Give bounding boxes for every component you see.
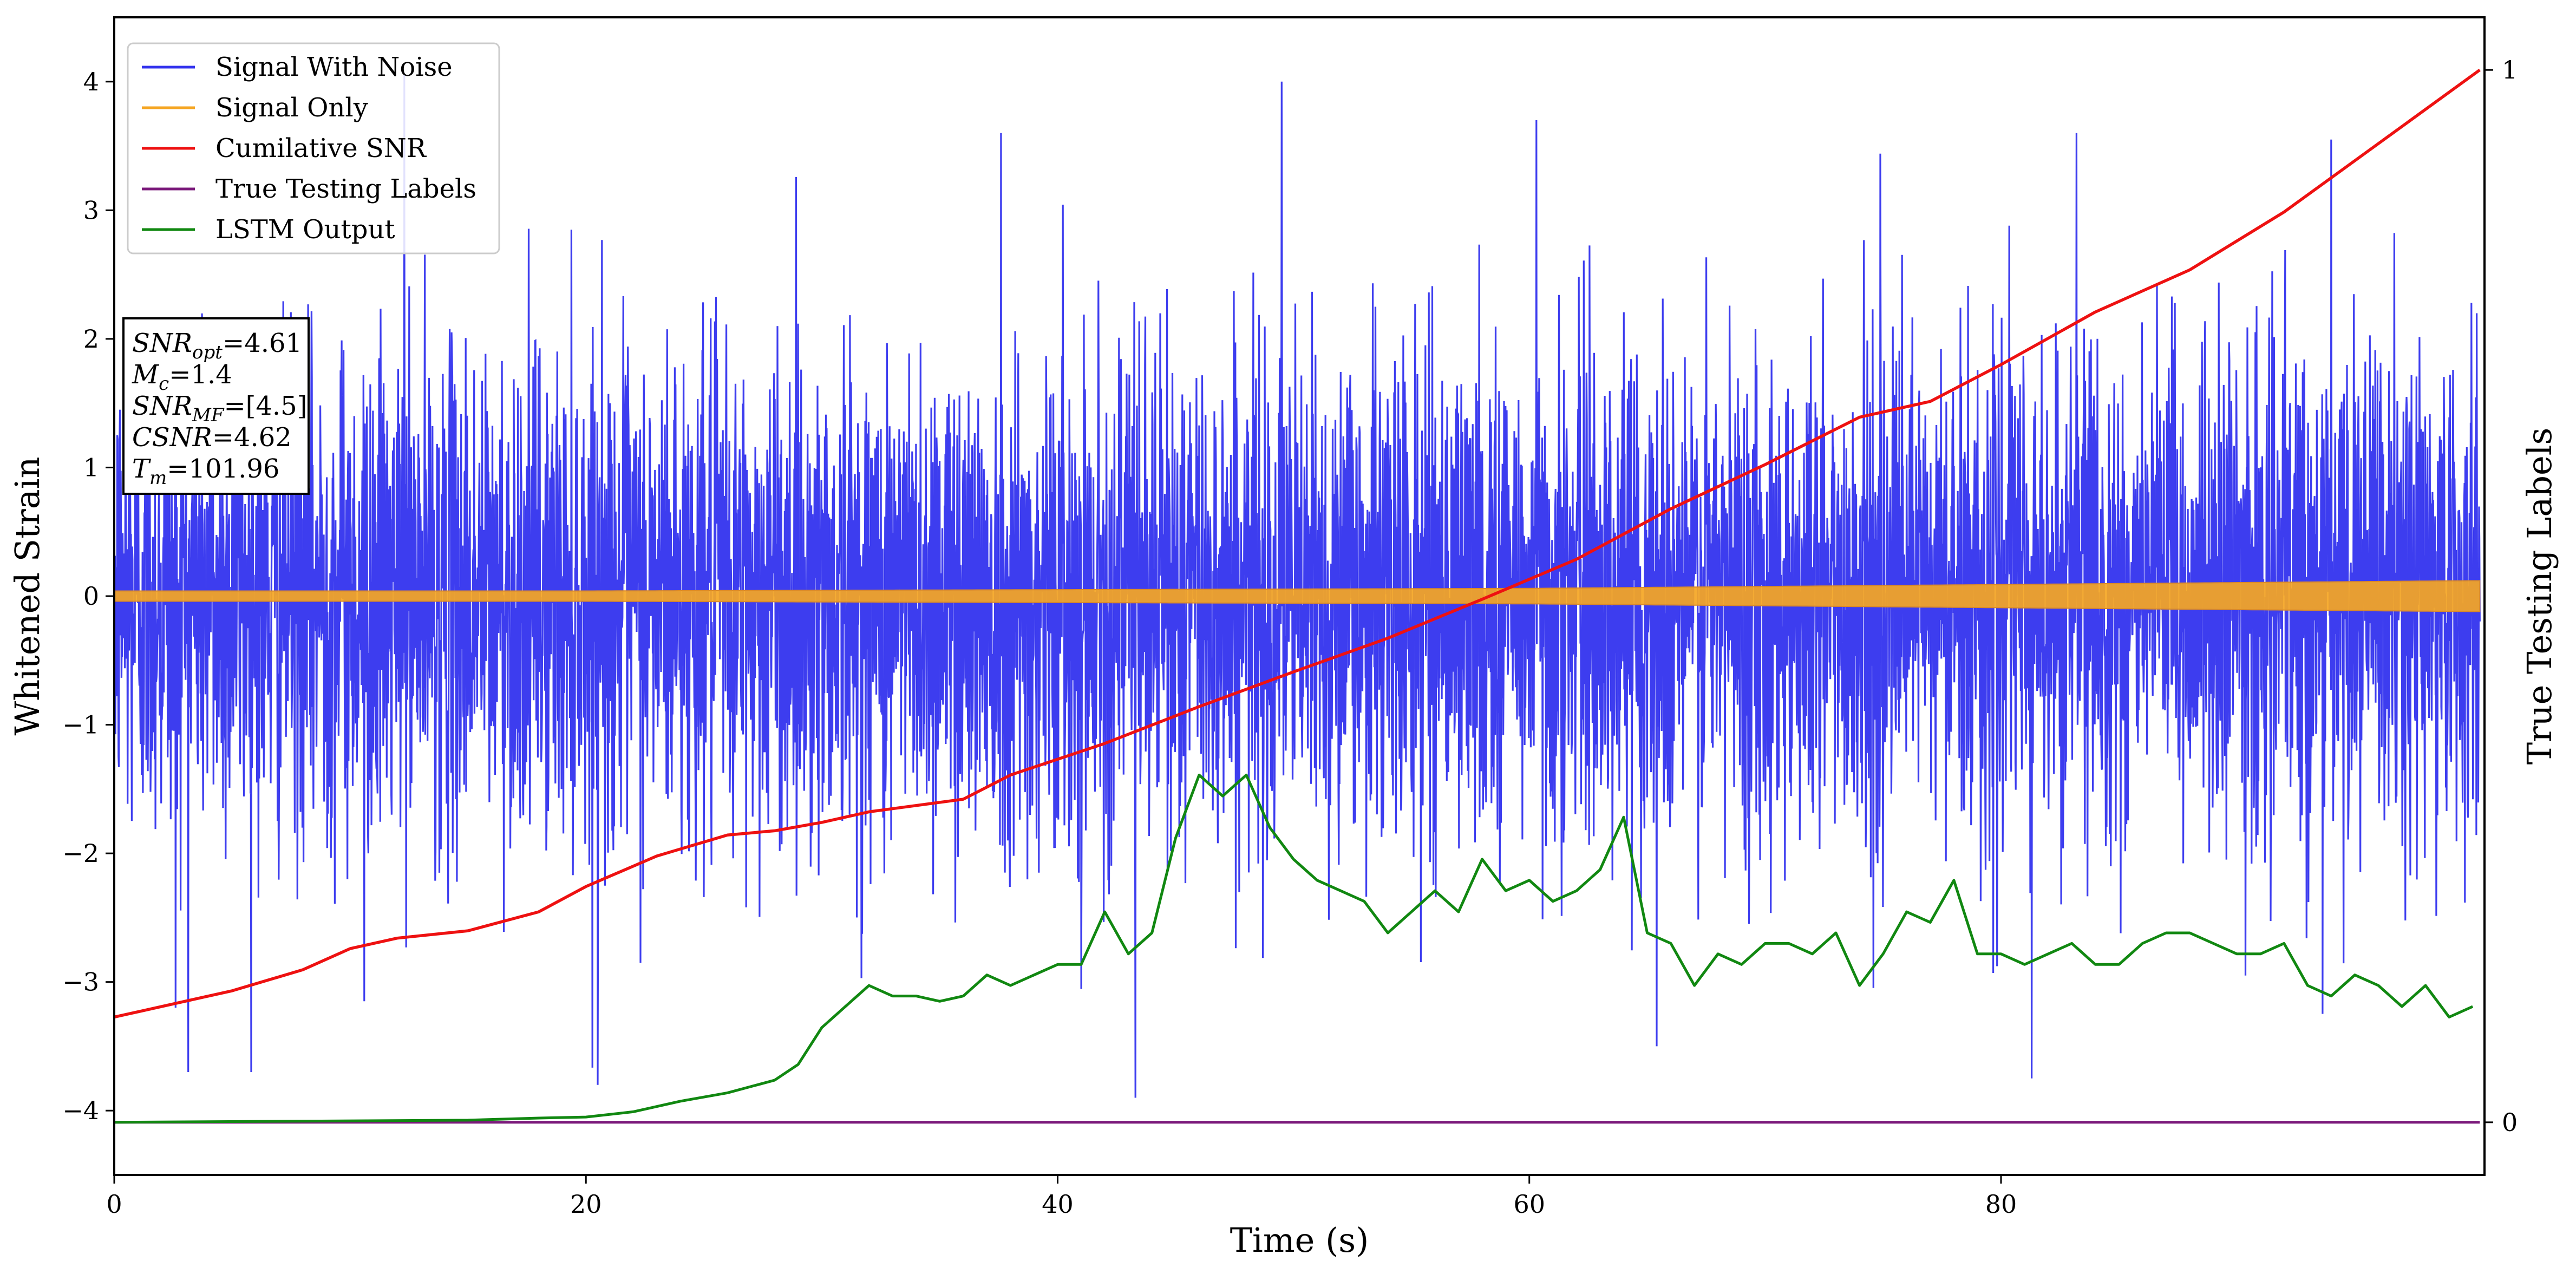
series-signal-with-noise: [114, 75, 2481, 1098]
y-tick-label: −1: [62, 710, 99, 740]
x-tick-label: 80: [1985, 1190, 2017, 1219]
series-layer: [114, 68, 2481, 1124]
info-box-line: Mc=1.4: [132, 360, 232, 395]
y-tick-label: 3: [83, 195, 99, 225]
series-signal-only: [114, 580, 2481, 612]
legend-label: Signal With Noise: [215, 52, 453, 82]
y-tick-label: −4: [62, 1096, 99, 1125]
info-box-line: Tm=101.96: [132, 454, 279, 489]
legend-label: Signal Only: [215, 93, 368, 123]
x-tick-label: 60: [1513, 1190, 1545, 1219]
y-tick-label: −2: [62, 839, 99, 868]
info-box-frame: [122, 317, 310, 495]
y-tick-label: 4: [83, 67, 99, 96]
y-tick-label: −3: [62, 968, 99, 997]
x-axis-label: Time (s): [1230, 1220, 1369, 1260]
legend-label: LSTM Output: [215, 214, 395, 245]
legend-label: True Testing Labels: [215, 174, 476, 204]
y2-tick-label: 0: [2502, 1108, 2518, 1137]
series-cumilative-snr: [114, 68, 2481, 1019]
info-box: SNRopt=4.61Mc=1.4SNRMF=[4.5]CSNR=4.62Tm=…: [122, 317, 310, 495]
legend-label: Cumilative SNR: [215, 133, 427, 164]
x-tick-label: 20: [570, 1190, 602, 1219]
y-tick-label: 0: [83, 582, 99, 611]
y-axis-label: Whitened Strain: [8, 457, 47, 736]
info-box-line: CSNR=4.62: [132, 422, 292, 453]
series-lstm-output: [114, 773, 2474, 1124]
legend-frame: [127, 42, 500, 254]
info-box-line: SNRopt=4.61: [132, 328, 302, 363]
y2-tick-label: 1: [2502, 55, 2518, 84]
y2-axis-label: True Testing Labels: [2520, 428, 2559, 765]
legend: Signal With Noise Signal Only Cumilative S…: [127, 42, 500, 254]
info-box-line: SNRMF=[4.5]: [132, 391, 307, 426]
x-tick-label: 0: [106, 1190, 122, 1219]
y-tick-label: 1: [83, 453, 99, 482]
y-tick-label: 2: [83, 324, 99, 354]
x-tick-label: 40: [1042, 1190, 1074, 1219]
